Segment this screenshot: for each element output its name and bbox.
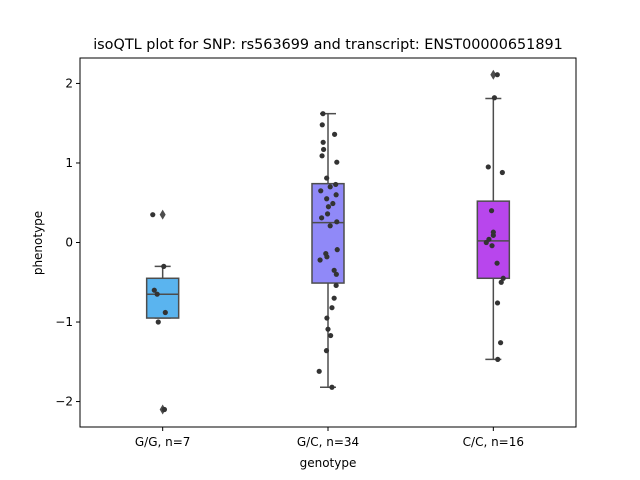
- data-point: [318, 188, 324, 194]
- data-point: [333, 271, 339, 277]
- data-point: [162, 309, 168, 316]
- data-point: [498, 279, 504, 285]
- data-point: [324, 175, 330, 181]
- data-point: [330, 200, 336, 207]
- data-point: [161, 406, 168, 413]
- y-tick-label: 0: [65, 236, 73, 250]
- outlier-marker: [159, 209, 166, 220]
- data-point: [150, 212, 156, 218]
- data-point: [327, 184, 333, 190]
- data-point: [333, 192, 339, 198]
- y-tick-label: −2: [55, 395, 73, 409]
- data-point: [320, 139, 326, 145]
- box-group: [145, 209, 180, 415]
- x-tick-label: C/C, n=16: [463, 435, 524, 449]
- data-point: [154, 291, 160, 297]
- data-point: [334, 219, 340, 225]
- data-point: [325, 326, 331, 332]
- data-point: [325, 204, 332, 210]
- data-point: [331, 267, 337, 273]
- y-tick-label: 1: [65, 156, 73, 170]
- data-point: [319, 153, 325, 159]
- data-point: [333, 282, 339, 289]
- box-group: [476, 69, 511, 363]
- data-point: [324, 211, 331, 217]
- x-axis-label: genotype: [300, 456, 357, 470]
- data-point: [488, 208, 495, 214]
- data-point: [500, 275, 506, 281]
- data-point: [324, 254, 330, 260]
- data-point: [332, 131, 338, 137]
- data-point: [316, 368, 322, 374]
- data-point: [334, 159, 340, 165]
- data-point: [329, 305, 335, 311]
- chart-title: isoQTL plot for SNP: rs563699 and transc…: [93, 37, 563, 53]
- data-point: [151, 287, 157, 293]
- data-point: [494, 300, 501, 306]
- x-tick-label: G/G, n=7: [135, 435, 191, 449]
- data-point: [485, 164, 491, 170]
- x-tick-label: G/C, n=34: [297, 435, 359, 449]
- data-point: [494, 72, 500, 78]
- data-point: [317, 257, 323, 263]
- data-point: [491, 95, 498, 101]
- data-point: [494, 260, 500, 266]
- data-point: [161, 263, 167, 269]
- data-point: [328, 332, 334, 339]
- data-point: [334, 247, 340, 253]
- outlier-marker: [490, 69, 497, 80]
- data-point: [320, 111, 326, 117]
- y-tick-label: −1: [55, 315, 73, 329]
- y-tick-label: 2: [65, 76, 73, 90]
- axes-frame: [79, 57, 577, 428]
- data-point: [331, 295, 337, 301]
- data-point: [319, 122, 325, 128]
- y-axis-label: phenotype: [31, 211, 45, 275]
- data-point: [321, 146, 327, 153]
- data-point: [327, 223, 333, 229]
- data-point: [483, 239, 489, 246]
- data-point: [329, 384, 335, 390]
- data-point: [155, 319, 161, 325]
- data-point: [319, 215, 325, 221]
- data-point: [323, 348, 330, 354]
- data-point: [324, 196, 330, 202]
- plot-area: 2 1 0 −1 −2 G/G, n=7 G/C, n=34 C/C, n=16: [55, 69, 524, 449]
- box-group: [311, 111, 345, 390]
- box-iqr: [145, 277, 180, 319]
- data-point: [490, 232, 496, 238]
- data-point: [324, 315, 330, 321]
- box-iqr: [476, 200, 511, 280]
- data-point: [489, 243, 495, 249]
- data-point: [495, 356, 501, 363]
- data-point: [499, 169, 505, 176]
- data-point: [497, 340, 504, 346]
- data-point: [333, 181, 339, 188]
